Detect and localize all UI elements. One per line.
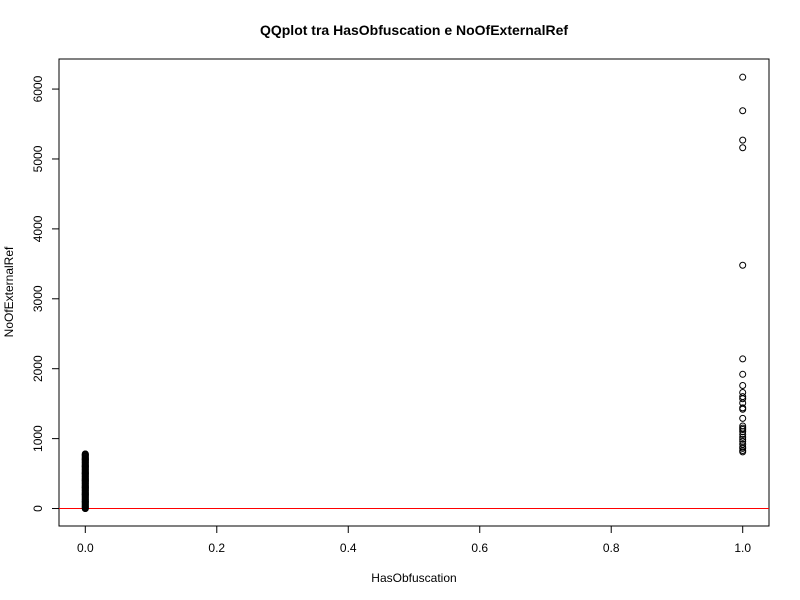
data-points bbox=[81, 73, 747, 513]
y-tick-label: 3000 bbox=[31, 285, 45, 312]
y-axis: 0 1000 2000 3000 4000 5000 6000 bbox=[31, 75, 60, 512]
x-tick-label: 0.4 bbox=[340, 541, 357, 555]
data-point bbox=[739, 73, 747, 81]
data-point bbox=[739, 107, 747, 115]
data-point bbox=[81, 498, 89, 506]
data-point bbox=[81, 477, 89, 485]
x-axis-label: HasObfuscation bbox=[371, 571, 456, 585]
data-point bbox=[739, 448, 747, 456]
data-point bbox=[739, 261, 747, 269]
data-point bbox=[81, 450, 89, 458]
y-tick-label: 6000 bbox=[31, 75, 45, 102]
x-tick-label: 0.8 bbox=[603, 541, 620, 555]
chart-title: QQplot tra HasObfuscation e NoOfExternal… bbox=[260, 22, 568, 38]
data-point bbox=[739, 430, 747, 438]
data-point bbox=[739, 144, 747, 152]
data-point bbox=[739, 381, 747, 389]
y-tick-label: 1000 bbox=[31, 425, 45, 452]
plot-frame bbox=[58, 58, 770, 527]
data-point bbox=[81, 463, 89, 471]
y-tick-label: 2000 bbox=[31, 355, 45, 382]
data-point bbox=[81, 470, 89, 478]
x-tick-label: 1.0 bbox=[734, 541, 751, 555]
data-point bbox=[739, 414, 747, 422]
y-tick-label: 5000 bbox=[31, 145, 45, 172]
data-point bbox=[739, 405, 747, 413]
data-point bbox=[81, 505, 89, 513]
y-axis-label: NoOfExternalRef bbox=[2, 246, 16, 337]
data-point bbox=[739, 395, 747, 403]
x-tick-label: 0.2 bbox=[208, 541, 225, 555]
data-point bbox=[739, 355, 747, 363]
data-point bbox=[739, 444, 747, 452]
data-point bbox=[81, 484, 89, 492]
data-point bbox=[739, 426, 747, 434]
data-point bbox=[739, 435, 747, 443]
x-tick-label: 0.0 bbox=[77, 541, 94, 555]
data-point bbox=[739, 370, 747, 378]
data-point bbox=[81, 491, 89, 499]
x-axis: 0.0 0.2 0.4 0.6 0.8 1.0 bbox=[77, 525, 751, 555]
y-tick-label: 4000 bbox=[31, 215, 45, 242]
x-tick-label: 0.6 bbox=[471, 541, 488, 555]
data-point bbox=[739, 136, 747, 144]
data-point bbox=[739, 433, 747, 441]
y-tick-label: 0 bbox=[31, 505, 45, 512]
